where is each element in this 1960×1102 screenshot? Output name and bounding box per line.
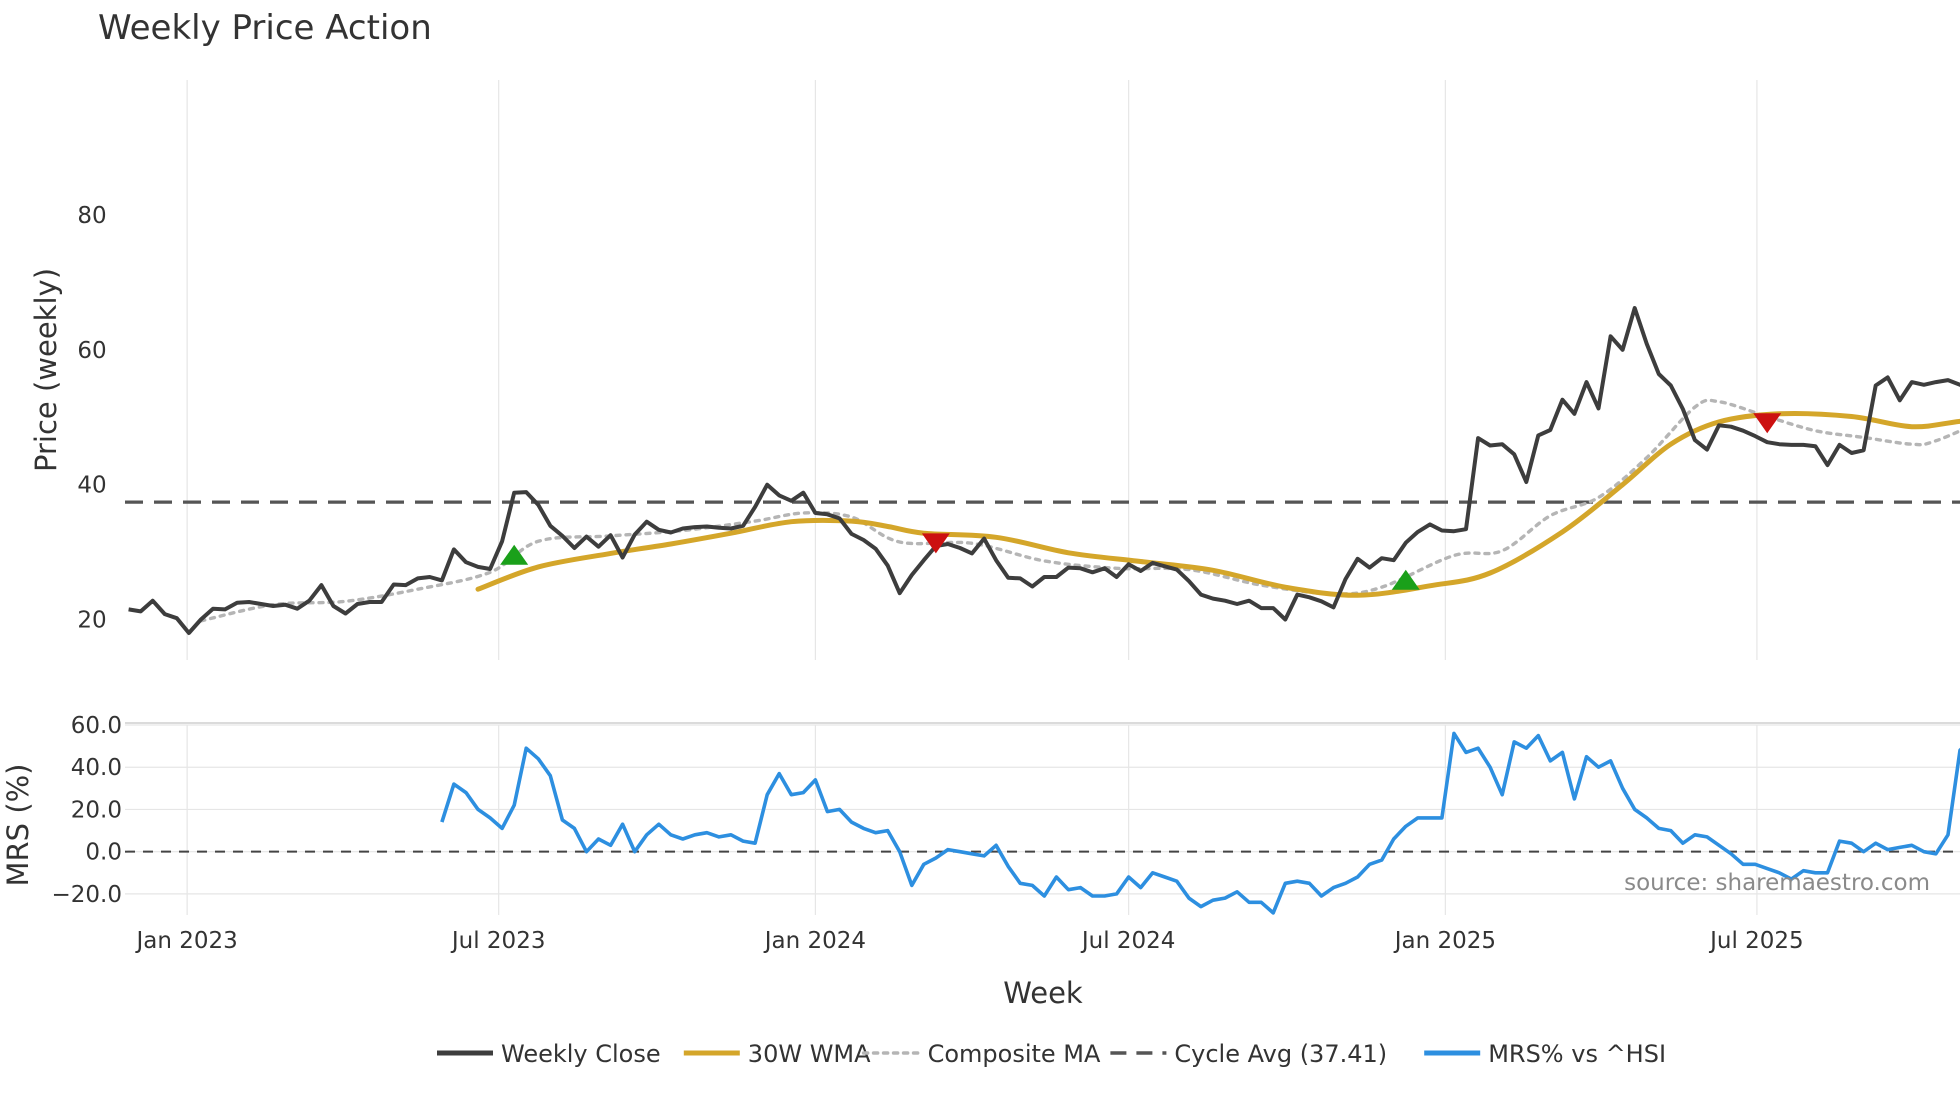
y-tick-layer: 20 40 60 80 60.0 40.0 20.0 0.0 −20.0 [52, 203, 122, 908]
price-axis-title: Price (weekly) [29, 268, 63, 472]
sell-signal-marker [1753, 413, 1782, 434]
legend-item: Weekly Close [437, 1040, 661, 1068]
sell-signal-marker [921, 533, 950, 554]
chart-title: Weekly Price Action [98, 8, 432, 48]
source-note: source: sharemaestro.com [1624, 870, 1930, 896]
legend-item: 30W WMA [683, 1040, 871, 1068]
legend: Weekly Close 30W WMA Composite MA Cycle Avg… [437, 1040, 1666, 1068]
signal-layer [500, 413, 1782, 590]
price-y-tick-label: 40 [77, 473, 106, 499]
legend-label: MRS% vs ^HSI [1488, 1040, 1666, 1068]
mrs-y-tick-label: 40.0 [71, 755, 122, 781]
x-tick-label: Jan 2024 [763, 928, 866, 954]
grid-layer [125, 80, 1960, 915]
mrs-y-tick-label: 20.0 [71, 797, 122, 823]
legend-label: 30W WMA [748, 1040, 871, 1068]
mrs-y-tick-label: −20.0 [52, 882, 122, 908]
buy-signal-marker [1391, 569, 1420, 590]
x-axis-title: Week [1003, 976, 1083, 1010]
mrs-y-tick-label: 0.0 [85, 840, 122, 866]
x-tick-label: Jul 2025 [1708, 928, 1804, 954]
x-tick-label: Jan 2023 [134, 928, 237, 954]
legend-item: Composite MA [861, 1040, 1101, 1068]
legend-item: MRS% vs ^HSI [1424, 1040, 1666, 1068]
mrs-y-tick-label: 60.0 [71, 713, 122, 739]
wma-line [475, 411, 1960, 598]
x-tick-label: Jul 2024 [1080, 928, 1176, 954]
weekly-close-line [128, 306, 1960, 635]
legend-label: Cycle Avg (37.41) [1174, 1040, 1387, 1068]
price-y-tick-label: 60 [77, 338, 106, 364]
mrs-axis-title: MRS (%) [1, 764, 35, 887]
x-tick-layer: Jan 2023 Jul 2023 Jan 2024 Jul 2024 Jan 2025… [134, 928, 1803, 954]
legend-item: Cycle Avg (37.41) [1110, 1040, 1387, 1068]
series-layer [125, 306, 1960, 915]
x-tick-label: Jul 2023 [450, 928, 546, 954]
price-y-tick-label: 20 [77, 608, 106, 634]
composite-ma-line [199, 398, 1960, 623]
mrs-line [440, 731, 1960, 915]
price-y-tick-label: 80 [77, 203, 106, 229]
buy-signal-marker [500, 544, 529, 565]
legend-label: Weekly Close [501, 1040, 661, 1068]
x-tick-label: Jan 2025 [1393, 928, 1496, 954]
legend-label: Composite MA [928, 1040, 1101, 1068]
